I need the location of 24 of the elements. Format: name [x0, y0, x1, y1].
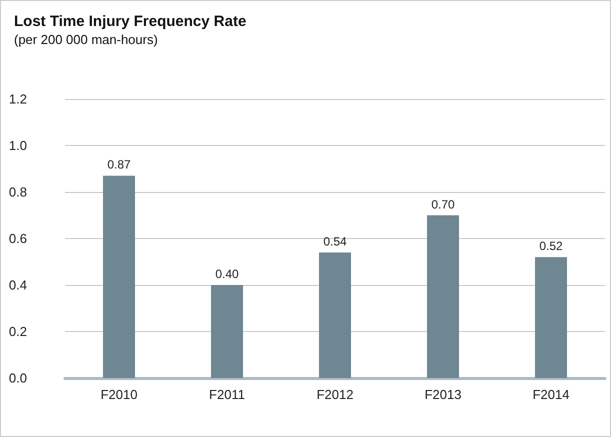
- data-label: 0.70: [431, 197, 455, 212]
- chart-title: Lost Time Injury Frequency Rate: [14, 13, 246, 30]
- bar: [535, 257, 567, 378]
- bar: [103, 176, 135, 378]
- y-tick-label: 0.2: [8, 324, 27, 339]
- data-label: 0.87: [107, 158, 131, 172]
- data-label: 0.52: [539, 239, 563, 254]
- x-tick-label: F2011: [209, 387, 245, 402]
- y-tick-label: 0.8: [8, 184, 27, 200]
- x-tick-label: F2013: [424, 387, 462, 402]
- chart-subtitle: (per 200 000 man-hours): [14, 32, 158, 47]
- x-tick-label: F2012: [316, 387, 354, 402]
- data-label: 0.40: [215, 267, 239, 281]
- x-tick-label: F2010: [100, 387, 138, 402]
- y-tick-label: 0.0: [8, 370, 27, 386]
- bar: [211, 285, 243, 378]
- y-tick-label: 0.4: [8, 278, 27, 292]
- y-tick-label: 0.6: [8, 231, 27, 246]
- bar: [427, 215, 459, 378]
- x-tick-label: F2014: [532, 387, 570, 402]
- y-tick-label: 1.0: [8, 138, 27, 153]
- bar: [319, 252, 351, 378]
- data-label: 0.54: [323, 234, 347, 248]
- y-tick-label: 1.2: [8, 92, 27, 106]
